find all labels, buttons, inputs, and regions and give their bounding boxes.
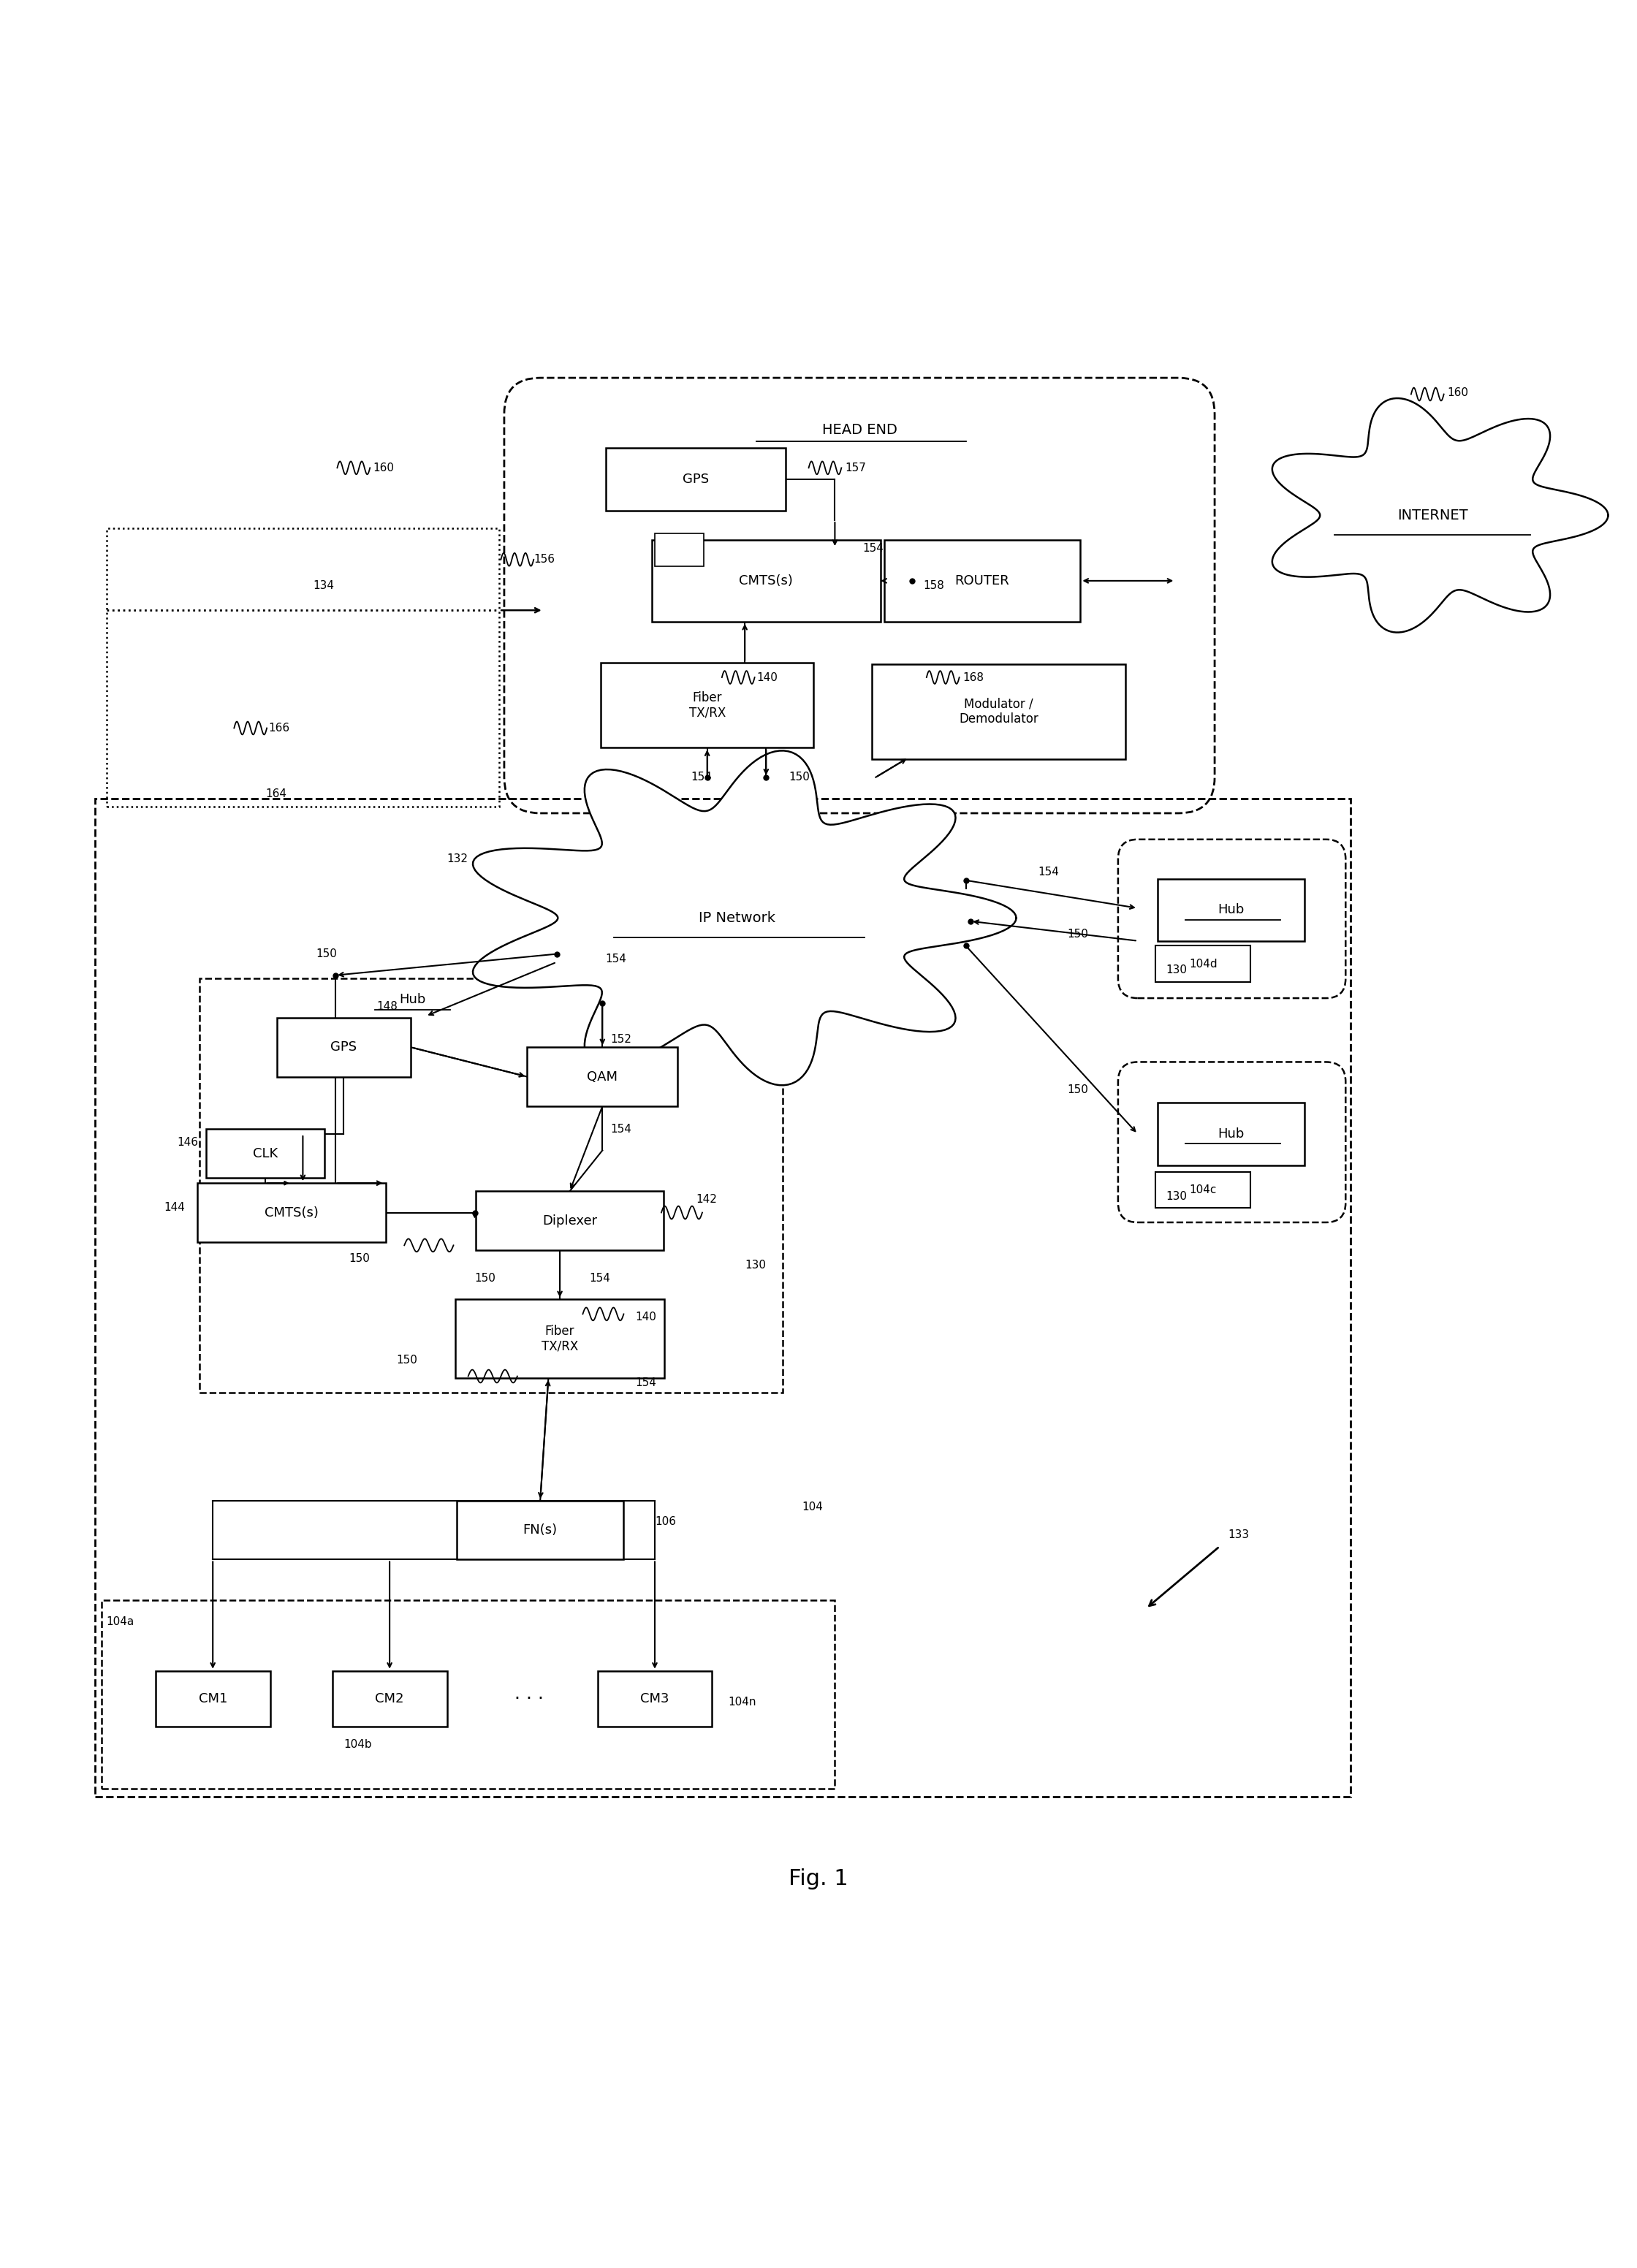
Bar — [457, 1501, 624, 1560]
Text: 104: 104 — [802, 1501, 823, 1513]
Bar — [198, 1184, 386, 1243]
Text: 144: 144 — [164, 1202, 185, 1213]
Text: 150: 150 — [1067, 930, 1089, 939]
Text: Fiber
TX/RX: Fiber TX/RX — [689, 692, 725, 719]
Text: 152: 152 — [611, 1034, 632, 1046]
Text: 160: 160 — [1447, 388, 1468, 399]
Text: GPS: GPS — [331, 1041, 357, 1055]
Bar — [200, 978, 782, 1393]
Text: 150: 150 — [349, 1252, 370, 1263]
Text: 140: 140 — [756, 671, 778, 683]
Bar — [101, 1601, 835, 1789]
Text: QAM: QAM — [588, 1070, 617, 1084]
Bar — [475, 1191, 665, 1250]
Text: Diplexer: Diplexer — [542, 1213, 598, 1227]
Text: Fig. 1: Fig. 1 — [789, 1869, 848, 1889]
Text: CM2: CM2 — [375, 1692, 404, 1706]
Text: Hub: Hub — [1218, 1127, 1244, 1141]
Text: 104c: 104c — [1190, 1184, 1216, 1195]
Text: 130: 130 — [1166, 1191, 1187, 1202]
Text: 166: 166 — [268, 723, 290, 733]
Text: 106: 106 — [655, 1517, 676, 1526]
Text: 150: 150 — [475, 1272, 496, 1284]
Bar — [1156, 1173, 1251, 1207]
Text: FN(s): FN(s) — [522, 1524, 558, 1538]
Text: CLK: CLK — [252, 1148, 278, 1161]
Text: 164: 164 — [265, 787, 286, 798]
Bar — [527, 1048, 678, 1107]
Bar — [652, 540, 881, 621]
Text: Modulator /
Demodulator: Modulator / Demodulator — [959, 699, 1038, 726]
Text: 140: 140 — [635, 1311, 656, 1322]
Text: 150: 150 — [396, 1354, 417, 1365]
Text: Fiber
TX/RX: Fiber TX/RX — [542, 1325, 578, 1352]
Text: 104n: 104n — [728, 1696, 756, 1708]
Bar — [1156, 946, 1251, 982]
Bar — [332, 1672, 447, 1726]
Text: · · ·: · · · — [514, 1690, 543, 1708]
Polygon shape — [473, 751, 1017, 1084]
Bar — [871, 665, 1126, 760]
Bar — [1157, 1102, 1305, 1166]
Text: 132: 132 — [447, 853, 468, 864]
Text: CM3: CM3 — [640, 1692, 670, 1706]
Bar — [455, 1300, 665, 1379]
Text: HEAD END: HEAD END — [822, 424, 897, 438]
Bar — [601, 662, 814, 748]
Text: 133: 133 — [1228, 1529, 1249, 1540]
Text: 130: 130 — [1166, 964, 1187, 975]
Bar — [598, 1672, 712, 1726]
Text: GPS: GPS — [683, 472, 709, 485]
Text: 150: 150 — [1067, 1084, 1089, 1095]
Text: 154: 154 — [606, 953, 627, 964]
Text: 104a: 104a — [106, 1617, 134, 1626]
Text: 154: 154 — [589, 1272, 611, 1284]
Text: 146: 146 — [177, 1136, 198, 1148]
Text: CM1: CM1 — [198, 1692, 228, 1706]
Bar — [1157, 878, 1305, 941]
Bar — [106, 528, 499, 807]
Text: 104b: 104b — [344, 1740, 372, 1751]
Text: 154: 154 — [611, 1123, 632, 1134]
Bar — [277, 1018, 411, 1077]
Text: 158: 158 — [923, 581, 945, 592]
Text: 160: 160 — [373, 463, 395, 474]
Text: 134: 134 — [313, 581, 334, 592]
Text: 150: 150 — [789, 771, 810, 782]
Text: 148: 148 — [377, 1000, 398, 1012]
Bar — [206, 1129, 324, 1177]
Text: ROUTER: ROUTER — [954, 574, 1010, 587]
Text: 130: 130 — [745, 1259, 766, 1270]
Text: Hub: Hub — [399, 993, 426, 1007]
Text: CMTS(s): CMTS(s) — [265, 1207, 318, 1220]
Text: Hub: Hub — [1218, 903, 1244, 916]
Text: CMTS(s): CMTS(s) — [740, 574, 792, 587]
Text: INTERNET: INTERNET — [1396, 508, 1468, 522]
Text: 154: 154 — [691, 771, 712, 782]
Text: 154: 154 — [863, 542, 884, 553]
Text: 104d: 104d — [1188, 959, 1218, 968]
Bar — [884, 540, 1080, 621]
Text: 142: 142 — [696, 1193, 717, 1204]
Bar — [606, 449, 786, 510]
Text: 154: 154 — [1038, 866, 1059, 878]
Text: 154: 154 — [635, 1377, 656, 1388]
Bar — [95, 798, 1351, 1796]
Bar — [156, 1672, 270, 1726]
Text: 150: 150 — [316, 948, 337, 959]
Text: 168: 168 — [963, 671, 984, 683]
Text: 157: 157 — [845, 463, 866, 474]
Text: 156: 156 — [534, 553, 555, 565]
Bar — [655, 533, 704, 567]
Polygon shape — [1272, 399, 1608, 633]
Text: IP Network: IP Network — [699, 912, 774, 925]
